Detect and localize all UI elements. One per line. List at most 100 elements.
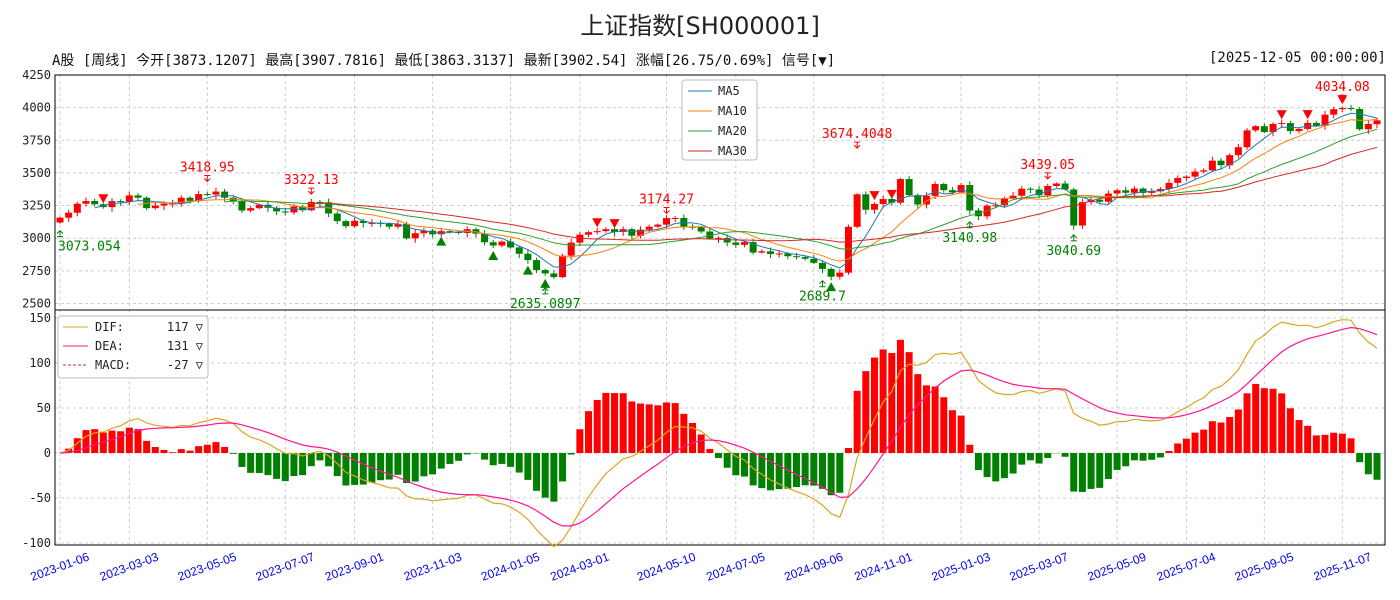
candle xyxy=(862,194,870,210)
candle xyxy=(870,203,878,210)
candle xyxy=(593,231,601,233)
macd-bar xyxy=(1061,453,1069,457)
macd-bar xyxy=(1122,453,1130,467)
macd-bar xyxy=(177,449,185,453)
candle xyxy=(940,184,948,191)
candle xyxy=(91,200,99,205)
macd-bar xyxy=(117,431,125,453)
annotation-arrow-icon xyxy=(663,206,670,215)
macd-bar xyxy=(281,453,289,482)
macd-bar xyxy=(602,392,610,453)
macd-y-tick-label: -50 xyxy=(29,491,51,505)
macd-bar xyxy=(498,453,506,464)
annotation-label: 3174.27 xyxy=(639,192,694,207)
macd-bar xyxy=(611,393,619,453)
sell-signal-icon xyxy=(609,219,620,229)
buy-signal-icon xyxy=(488,250,499,260)
buy-signal-icon xyxy=(540,278,551,288)
macd-bar xyxy=(1113,453,1121,470)
macd-bar xyxy=(325,453,333,467)
macd-bar xyxy=(333,453,341,477)
macd-bar xyxy=(143,440,151,453)
macd-bar xyxy=(766,453,774,491)
candle xyxy=(879,199,887,204)
candle xyxy=(1182,176,1190,179)
candle xyxy=(1338,108,1346,110)
candle xyxy=(1260,126,1268,133)
candle xyxy=(628,229,636,236)
ma-line-ma10 xyxy=(137,118,1378,262)
macd-bar xyxy=(974,453,982,471)
macd-bar xyxy=(715,453,722,459)
candle xyxy=(82,200,90,204)
x-tick-label: 2023-11-03 xyxy=(402,550,464,584)
sell-signal-icon xyxy=(98,194,109,204)
macd-bar xyxy=(169,452,177,453)
macd-bar xyxy=(91,429,99,453)
macd-y-tick-label: -100 xyxy=(22,536,51,550)
macd-bar xyxy=(905,352,913,453)
candle xyxy=(56,217,64,223)
candle xyxy=(585,232,593,235)
candle xyxy=(559,255,567,278)
candle xyxy=(1009,195,1017,199)
macd-bar xyxy=(195,446,203,453)
macd-bar xyxy=(723,453,731,468)
macd-bar xyxy=(1243,393,1251,453)
macd-bar xyxy=(160,449,168,453)
macd-bar xyxy=(299,453,307,476)
macd-legend-name: MACD: xyxy=(95,358,131,372)
candle xyxy=(1252,126,1260,131)
candle xyxy=(524,253,532,261)
macd-bar xyxy=(896,339,904,453)
macd-bar xyxy=(463,453,471,455)
macd-bar xyxy=(221,446,229,453)
macd-bar xyxy=(489,453,497,466)
macd-bar xyxy=(229,453,237,454)
macd-bar xyxy=(792,453,800,488)
y-tick-label: 2750 xyxy=(22,264,51,278)
macd-bar xyxy=(247,453,255,473)
x-tick-label: 2024-07-05 xyxy=(704,550,767,584)
y-tick-label: 4000 xyxy=(22,101,51,115)
macd-y-tick-label: 50 xyxy=(37,401,51,415)
macd-bar xyxy=(1191,432,1199,453)
macd-bar xyxy=(238,453,246,467)
x-tick-label: 2023-03-03 xyxy=(98,550,161,584)
macd-bar xyxy=(1304,425,1312,453)
candle xyxy=(507,241,515,248)
macd-bar xyxy=(706,448,714,453)
candle xyxy=(1156,188,1164,192)
macd-bar xyxy=(437,453,445,469)
candle xyxy=(550,273,558,278)
annotation-arrow-icon xyxy=(56,229,64,238)
candle xyxy=(732,242,740,245)
macd-bar xyxy=(255,453,263,474)
macd-bar xyxy=(689,422,697,453)
candle xyxy=(1347,108,1355,110)
macd-bar xyxy=(420,453,428,477)
candle xyxy=(1174,178,1182,183)
candle xyxy=(1295,128,1303,132)
macd-bar xyxy=(411,453,419,482)
macd-bar xyxy=(446,453,454,464)
candle xyxy=(836,272,844,277)
candle xyxy=(1018,188,1026,196)
annotation-arrow-icon xyxy=(819,279,826,288)
macd-bar xyxy=(957,415,965,453)
macd-bar xyxy=(1096,453,1104,488)
macd-bar xyxy=(307,453,315,467)
macd-bar xyxy=(749,453,757,486)
macd-bar xyxy=(619,393,627,453)
candle xyxy=(1278,123,1286,125)
macd-bar xyxy=(1208,421,1216,453)
x-tick-label: 2023-09-01 xyxy=(323,550,386,584)
macd-bar xyxy=(273,453,281,479)
sell-signal-icon xyxy=(886,189,897,199)
macd-bar xyxy=(524,453,532,480)
dea-line xyxy=(59,326,1378,527)
sell-signal-icon xyxy=(1276,110,1287,120)
macd-bar xyxy=(481,453,489,460)
macd-legend-value: 131 ▽ xyxy=(167,339,204,353)
candle xyxy=(749,242,757,253)
